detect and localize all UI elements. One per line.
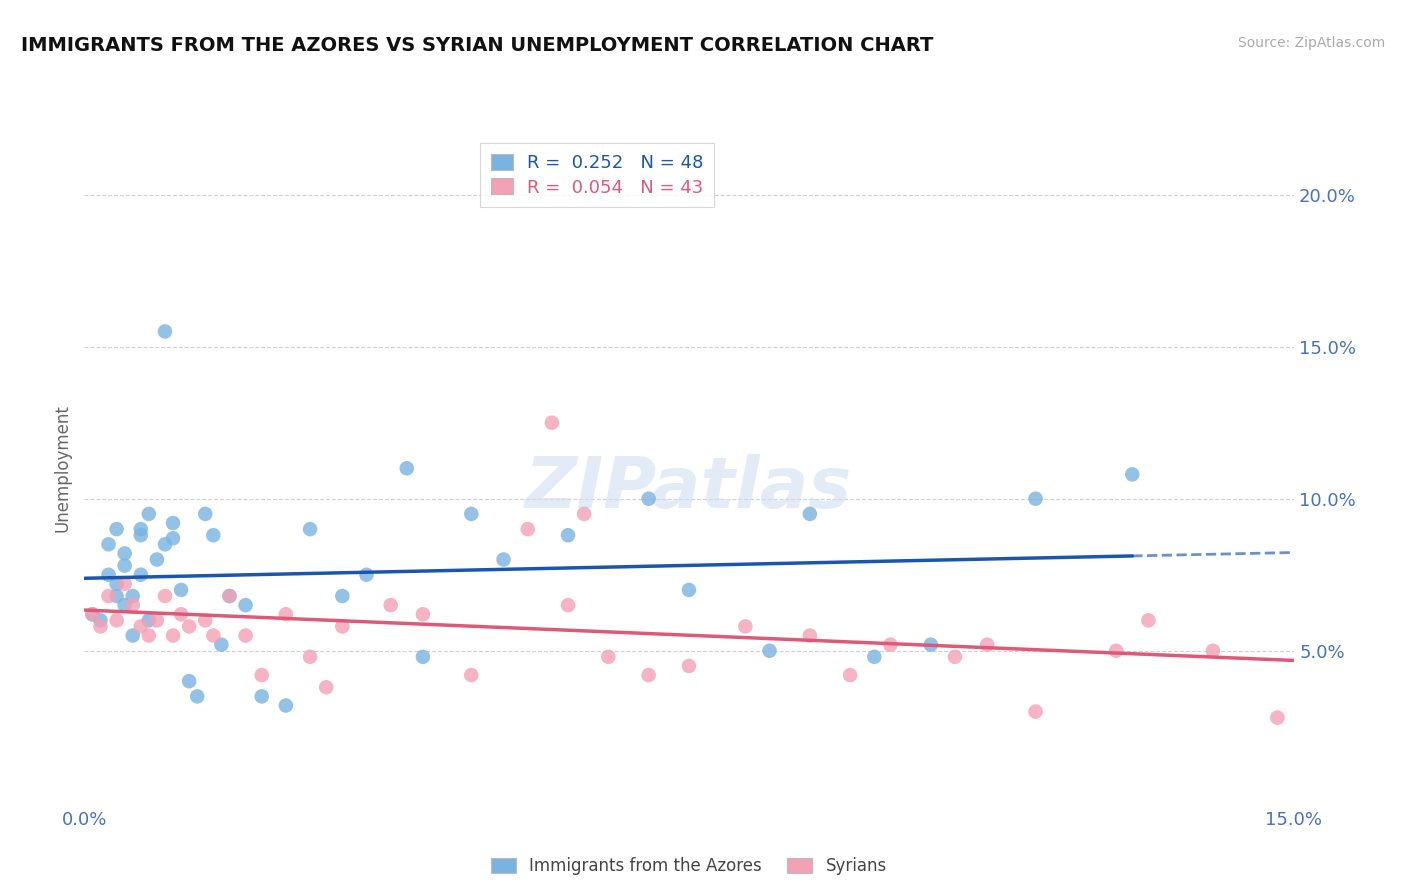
Legend: Immigrants from the Azores, Syrians: Immigrants from the Azores, Syrians [485,850,893,881]
Point [460,668,482,682]
Point [170,582,193,597]
Text: IMMIGRANTS FROM THE AZORES VS SYRIAN UNEMPLOYMENT CORRELATION CHART: IMMIGRANTS FROM THE AZORES VS SYRIAN UNE… [21,36,934,54]
Point [356,567,378,582]
Text: ZIPatlas: ZIPatlas [526,454,852,523]
Point [121,598,143,612]
Point [1121,467,1143,482]
Point [976,638,998,652]
Point [105,613,128,627]
Point [146,613,169,627]
Point [153,325,176,339]
Point [179,619,201,633]
Point [97,567,120,582]
Point [114,577,136,591]
Point [460,507,482,521]
Point [412,607,434,622]
Point [943,649,966,664]
Y-axis label: Unemployment: Unemployment [53,404,72,533]
Point [557,528,579,542]
Point [863,649,886,664]
Point [202,628,225,642]
Point [170,607,193,622]
Point [678,582,700,597]
Point [598,649,620,664]
Point [138,613,160,627]
Point [218,589,240,603]
Point [330,589,353,603]
Point [202,528,225,542]
Point [557,598,579,612]
Point [250,668,273,682]
Point [82,607,104,622]
Point [274,607,297,622]
Point [678,659,700,673]
Point [1202,644,1225,658]
Point [162,516,184,530]
Point [758,644,780,658]
Point [105,522,128,536]
Point [235,598,257,612]
Point [492,552,515,566]
Point [138,507,160,521]
Point [637,668,659,682]
Point [572,507,595,521]
Point [1025,491,1047,506]
Point [162,628,184,642]
Point [330,619,353,633]
Point [89,619,111,633]
Point [637,491,659,506]
Point [516,522,538,536]
Point [274,698,297,713]
Point [153,537,176,551]
Point [138,628,160,642]
Point [114,558,136,573]
Point [879,638,901,652]
Point [97,537,120,551]
Point [105,577,128,591]
Point [299,522,322,536]
Point [179,674,201,689]
Point [1137,613,1160,627]
Point [315,680,337,694]
Point [799,507,821,521]
Point [299,649,322,664]
Point [129,528,152,542]
Point [250,690,273,704]
Point [129,567,152,582]
Point [395,461,418,475]
Point [162,531,184,545]
Point [412,649,434,664]
Point [209,638,232,652]
Point [1025,705,1047,719]
Point [799,628,821,642]
Point [218,589,240,603]
Point [89,613,111,627]
Point [153,589,176,603]
Point [114,598,136,612]
Point [97,589,120,603]
Point [186,690,208,704]
Point [920,638,942,652]
Point [734,619,756,633]
Point [235,628,257,642]
Point [82,607,104,622]
Point [1105,644,1128,658]
Point [146,552,169,566]
Point [1267,711,1289,725]
Point [541,416,564,430]
Point [121,628,143,642]
Text: Source: ZipAtlas.com: Source: ZipAtlas.com [1237,36,1385,50]
Point [105,589,128,603]
Point [380,598,402,612]
Point [839,668,862,682]
Point [129,522,152,536]
Point [114,546,136,560]
Point [194,507,217,521]
Point [129,619,152,633]
Point [194,613,217,627]
Point [121,589,143,603]
